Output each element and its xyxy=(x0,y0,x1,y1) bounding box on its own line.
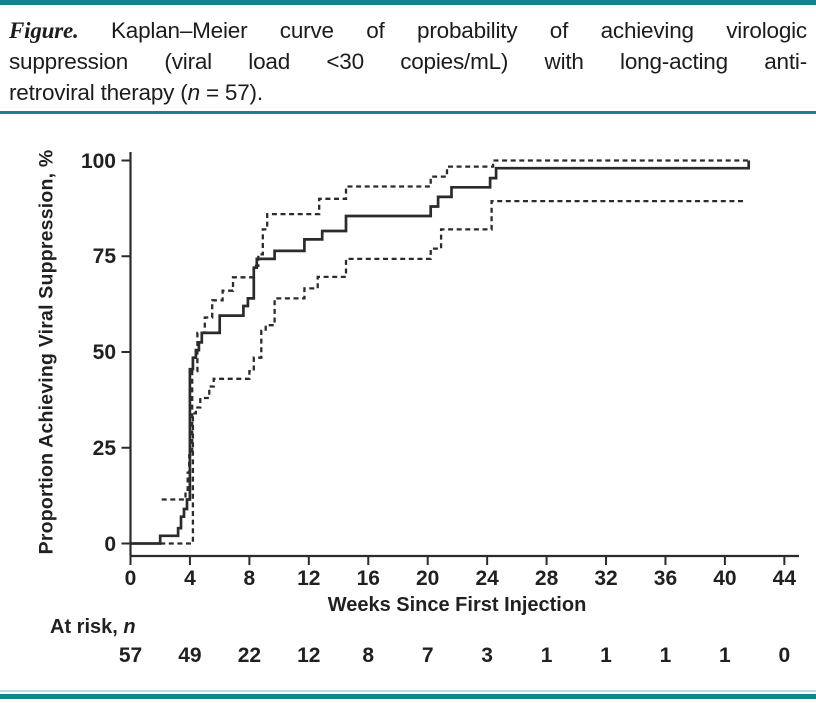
x-axis-title: Weeks Since First Injection xyxy=(327,594,587,616)
x-tick-label: 32 xyxy=(594,567,618,590)
x-tick-marks xyxy=(129,556,786,565)
at-risk-value: 1 xyxy=(600,644,612,667)
y-tick-label: 25 xyxy=(92,436,116,460)
top-rule xyxy=(0,0,816,5)
x-tick-label: 4 xyxy=(184,567,196,590)
x-tick-label: 0 xyxy=(124,567,137,590)
x-tick-label: 44 xyxy=(772,567,797,590)
caption-line-3-suffix: = 57). xyxy=(199,80,263,105)
x-tick-label: 28 xyxy=(534,567,559,590)
at-risk-value: 12 xyxy=(297,644,321,667)
at-risk-value: 49 xyxy=(178,644,202,667)
y-tick-label: 100 xyxy=(80,149,116,173)
caption-line-1: Figure. Kaplan–Meier curve of probabilit… xyxy=(9,15,807,46)
at-risk-value: 0 xyxy=(778,644,791,667)
at-risk-value: 8 xyxy=(362,644,375,667)
caption-rule xyxy=(0,111,816,114)
at-risk-value: 22 xyxy=(237,644,262,667)
caption-line-3-text: retroviral therapy ( xyxy=(9,80,188,105)
y-tick-label: 0 xyxy=(104,532,116,556)
caption-line-2-text: suppression (viral load <30 copies/mL) w… xyxy=(9,49,807,74)
caption-line-1-text: Kaplan–Meier curve of probability of ach… xyxy=(78,18,807,43)
caption-line-3: retroviral therapy (n = 57). xyxy=(9,77,807,108)
x-tick-label: 24 xyxy=(475,567,499,590)
x-tick-label: 36 xyxy=(653,567,678,590)
y-tick-label: 50 xyxy=(92,341,116,364)
y-axis-title: Proportion Achieving Viral Suppression, … xyxy=(35,149,58,555)
bottom-rule-light xyxy=(0,690,816,692)
at-risk-value: 57 xyxy=(118,644,143,667)
caption-line-2: suppression (viral load <30 copies/mL) w… xyxy=(9,46,807,77)
x-tick-label: 8 xyxy=(243,567,256,590)
x-tick-label: 20 xyxy=(416,567,440,590)
y-tick-marks xyxy=(121,159,131,545)
bottom-rule xyxy=(0,694,816,699)
at-risk-value: 1 xyxy=(719,644,731,667)
at-risk-label-n: n xyxy=(123,616,136,638)
km-upper-ci-curve xyxy=(161,159,749,501)
at-risk-value: 1 xyxy=(659,644,672,667)
x-tick-label: 12 xyxy=(297,567,321,590)
caption-n-italic: n xyxy=(187,80,201,105)
km-lower-ci-curve xyxy=(160,199,745,545)
at-risk-value: 7 xyxy=(421,644,434,667)
at-risk-label-text: At risk, xyxy=(50,616,124,638)
at-risk-value: 1 xyxy=(540,644,553,667)
at-risk-value: 3 xyxy=(481,644,493,667)
km-estimate-curve xyxy=(130,160,751,545)
y-tick-label: 75 xyxy=(92,245,116,269)
caption-figure-label: Figure. xyxy=(9,18,79,43)
figure-caption: Figure. Kaplan–Meier curve of probabilit… xyxy=(9,15,807,108)
x-tick-label: 16 xyxy=(356,567,380,590)
x-tick-label: 40 xyxy=(713,567,737,590)
at-risk-label: At risk, n xyxy=(50,616,136,639)
